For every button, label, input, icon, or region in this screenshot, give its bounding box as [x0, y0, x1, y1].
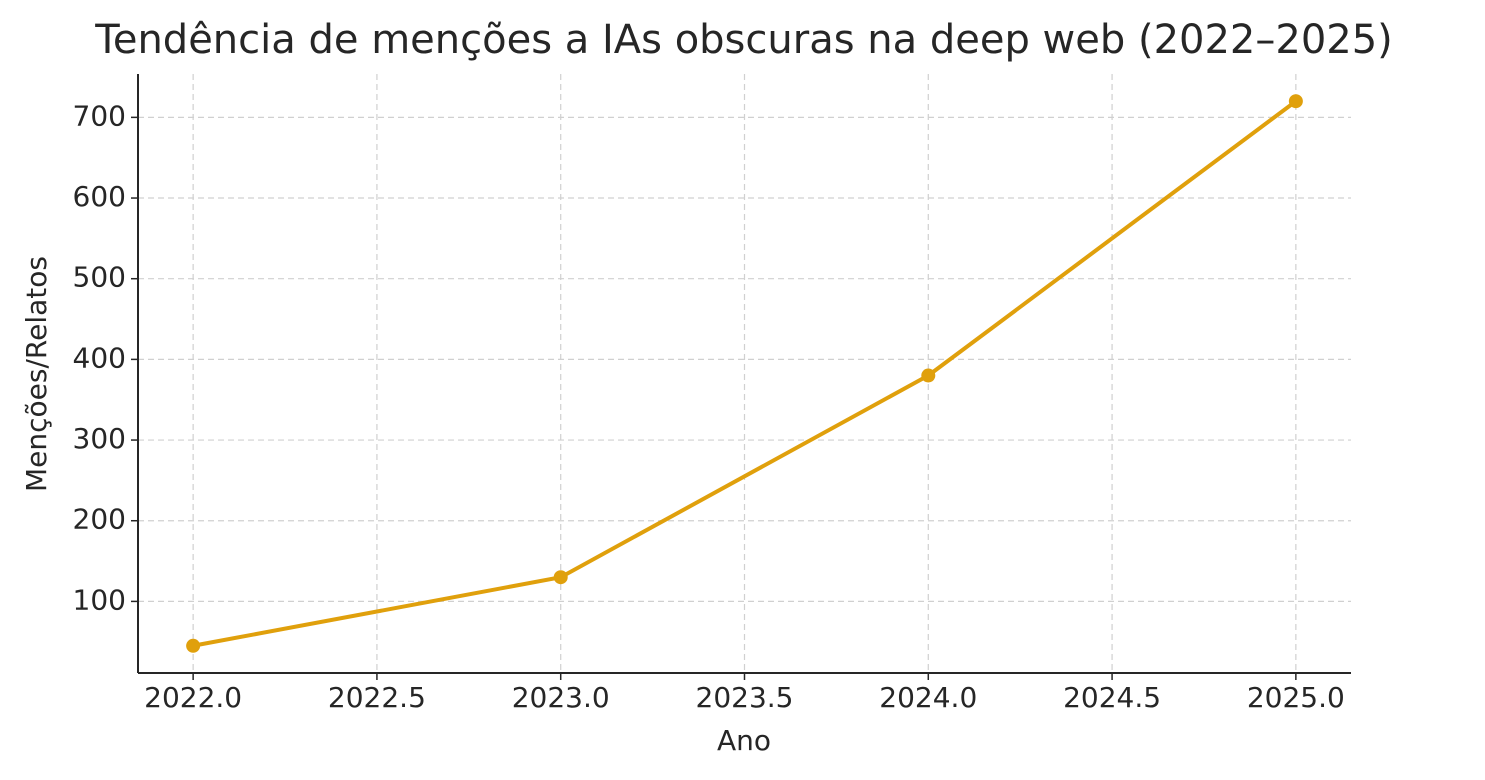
y-tick-label: 600	[73, 180, 126, 213]
y-tick-label: 100	[73, 583, 126, 616]
y-axis-label: Menções/Relatos	[20, 256, 53, 492]
x-tick-label: 2022.0	[144, 681, 242, 714]
x-tick-label: 2022.5	[328, 681, 426, 714]
y-tick-label: 200	[73, 503, 126, 536]
x-axis-label: Ano	[717, 724, 771, 757]
data-point	[553, 570, 568, 585]
y-tick-label: 400	[73, 341, 126, 374]
data-point	[921, 368, 936, 383]
data-point	[186, 638, 201, 653]
y-tick-label: 700	[73, 99, 126, 132]
data-line	[192, 99, 1298, 648]
x-tick-label: 2024.0	[879, 681, 977, 714]
x-tick-label: 2025.0	[1247, 681, 1345, 714]
y-tick-label: 300	[73, 422, 126, 455]
data-point	[1288, 94, 1303, 109]
x-tick-label: 2023.5	[696, 681, 794, 714]
chart-title: Tendência de menções a IAs obscuras na d…	[94, 17, 1393, 63]
x-tick-label: 2023.0	[512, 681, 610, 714]
x-tick-label: 2024.5	[1063, 681, 1161, 714]
y-tick-label: 500	[73, 261, 126, 294]
